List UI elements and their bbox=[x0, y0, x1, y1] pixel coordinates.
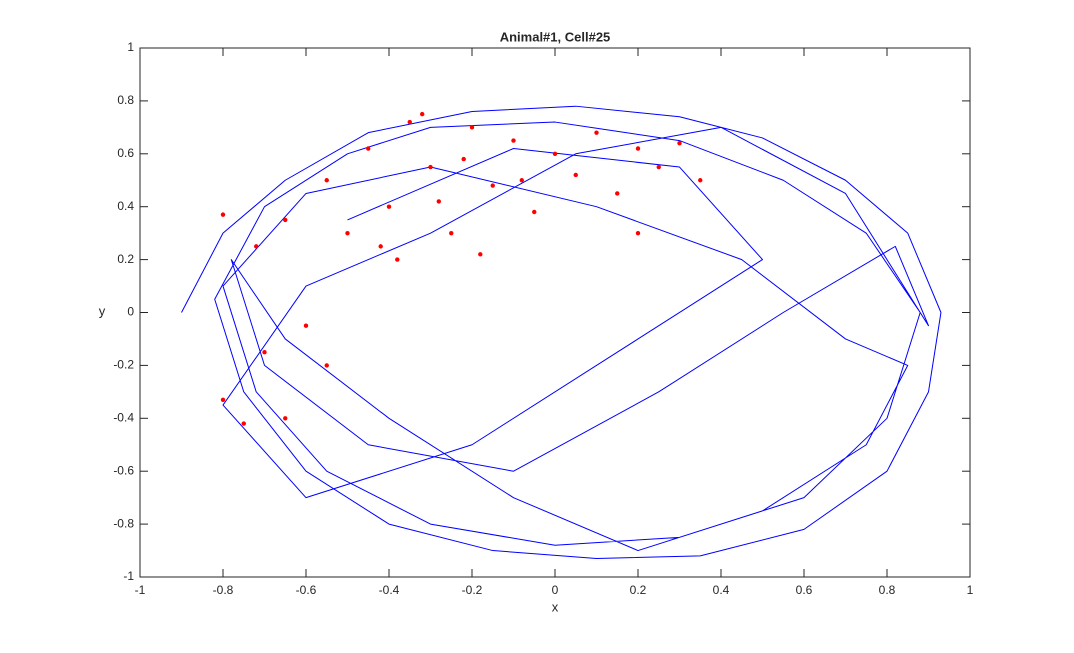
spike-point bbox=[615, 191, 620, 196]
y-tick-label: -0.4 bbox=[113, 410, 134, 424]
y-tick-label: -1 bbox=[123, 569, 134, 583]
spike-point bbox=[220, 212, 226, 217]
spike-point bbox=[220, 397, 226, 402]
x-tick-label: 0.4 bbox=[713, 583, 730, 597]
spike-point bbox=[635, 230, 641, 236]
spike-point bbox=[420, 111, 425, 117]
x-tick-label: -0.4 bbox=[379, 583, 400, 597]
x-tick-label: 1 bbox=[967, 583, 974, 597]
spike-point bbox=[594, 130, 599, 135]
spike-point bbox=[241, 421, 246, 426]
y-tick-label: -0.2 bbox=[113, 358, 134, 372]
y-axis-label: y bbox=[99, 303, 106, 318]
spike-point bbox=[635, 146, 641, 151]
spike-point bbox=[283, 217, 288, 223]
spike-point bbox=[677, 141, 682, 146]
spike-point bbox=[303, 323, 309, 328]
x-tick-label: 0.6 bbox=[796, 583, 813, 597]
y-tick-label: -0.8 bbox=[113, 516, 134, 530]
spike-point bbox=[283, 416, 288, 421]
x-axis-label: x bbox=[552, 599, 559, 614]
spike-point bbox=[573, 172, 578, 178]
y-tick-label: 0.4 bbox=[117, 199, 134, 213]
spike-point bbox=[428, 164, 433, 170]
chart-title: Animal#1, Cell#25 bbox=[500, 29, 611, 44]
spike-point bbox=[511, 138, 516, 143]
x-tick-label: 0 bbox=[552, 583, 559, 597]
spike-point bbox=[461, 156, 466, 162]
x-tick-label: -0.8 bbox=[213, 583, 234, 597]
y-tick-label: 0 bbox=[127, 305, 134, 319]
spike-point bbox=[407, 119, 412, 125]
spike-point bbox=[449, 230, 454, 236]
spike-point bbox=[324, 178, 329, 183]
spike-point bbox=[552, 151, 558, 156]
spike-point bbox=[254, 244, 259, 249]
y-tick-label: -0.6 bbox=[113, 463, 134, 477]
x-tick-label: 0.8 bbox=[879, 583, 896, 597]
plot-area bbox=[139, 47, 971, 578]
spike-point bbox=[478, 252, 483, 257]
x-tick-label: -1 bbox=[135, 583, 146, 597]
spike-point bbox=[656, 164, 661, 170]
spike-point bbox=[386, 204, 392, 209]
x-tick-label: 0.2 bbox=[630, 583, 647, 597]
spike-point bbox=[698, 178, 703, 183]
spike-point bbox=[436, 199, 441, 204]
x-tick-label: -0.6 bbox=[296, 583, 317, 597]
spike-point bbox=[324, 363, 329, 368]
y-tick-label: 0.6 bbox=[117, 146, 134, 160]
y-tick-label: 0.8 bbox=[117, 93, 134, 107]
y-tick-label: 0.2 bbox=[117, 252, 134, 266]
spike-point bbox=[345, 230, 350, 236]
spike-point bbox=[532, 209, 537, 215]
spike-point bbox=[490, 183, 495, 188]
trajectory bbox=[181, 105, 942, 559]
spike-point bbox=[262, 349, 267, 355]
spike-point bbox=[519, 178, 524, 183]
spike-point bbox=[366, 146, 371, 151]
x-tick-label: -0.2 bbox=[462, 583, 483, 597]
y-tick-label: 1 bbox=[127, 40, 134, 54]
spike-point bbox=[469, 125, 475, 130]
spike-point bbox=[395, 257, 400, 262]
spike-point bbox=[378, 244, 383, 249]
